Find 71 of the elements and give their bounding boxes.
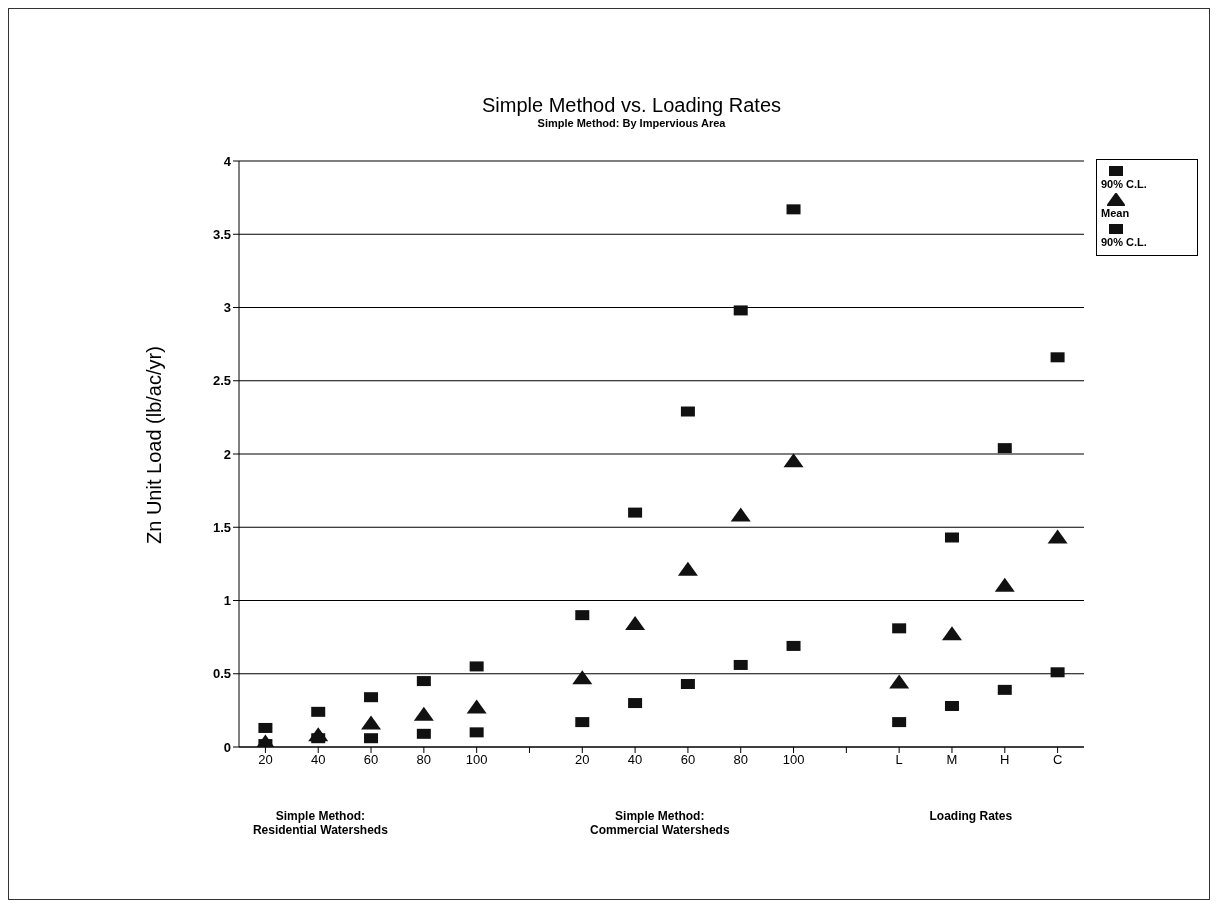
point xyxy=(997,443,1012,454)
y-tick-label: 1.5 xyxy=(212,519,231,535)
y-tick-label: 0.5 xyxy=(212,666,231,682)
x-tick-label: 80 xyxy=(416,752,432,768)
point xyxy=(786,204,801,215)
point xyxy=(466,699,487,714)
x-tick-label: C xyxy=(1052,752,1063,768)
legend-label: 90% C.L. xyxy=(1101,236,1148,248)
point xyxy=(361,715,382,730)
point xyxy=(469,661,484,672)
point xyxy=(413,706,434,721)
point xyxy=(677,561,698,576)
text: Simple Method: Commercial Watersheds xyxy=(588,809,731,837)
point xyxy=(1050,352,1065,363)
point xyxy=(575,610,590,621)
point xyxy=(469,727,484,738)
point xyxy=(892,623,907,634)
point xyxy=(783,453,804,468)
x-tick-label: 60 xyxy=(680,752,696,768)
legend-label: 90% C.L. xyxy=(1101,178,1148,190)
point xyxy=(1047,529,1068,544)
x-tick-label: 100 xyxy=(465,752,488,768)
legend-label: Mean xyxy=(1101,207,1131,219)
x-tick-label: H xyxy=(1000,752,1010,768)
text: Loading Rates xyxy=(928,809,1014,823)
point xyxy=(733,305,748,316)
point xyxy=(575,717,590,728)
x-tick-label: 40 xyxy=(627,752,643,768)
point xyxy=(680,406,695,417)
point xyxy=(258,722,273,733)
x-tick-label: 60 xyxy=(363,752,379,768)
x-tick-label: L xyxy=(895,752,903,768)
point xyxy=(730,507,751,522)
point xyxy=(944,532,959,543)
x-tick-label: 100 xyxy=(782,752,805,768)
point xyxy=(941,626,962,641)
y-tick-label: 3.5 xyxy=(212,226,231,242)
point xyxy=(994,577,1015,592)
point xyxy=(625,615,646,630)
point xyxy=(416,728,431,739)
x-tick-label: 40 xyxy=(310,752,326,768)
y-tick-label: 0 xyxy=(223,739,231,755)
point xyxy=(416,676,431,687)
point xyxy=(364,733,379,744)
chart-title: Simple Method vs. Loading Rates xyxy=(480,94,783,117)
point xyxy=(892,717,907,728)
point xyxy=(364,692,379,703)
y-tick-label: 1 xyxy=(223,593,231,609)
x-tick-label: 80 xyxy=(733,752,748,768)
point xyxy=(308,727,329,742)
y-tick-label: 3 xyxy=(223,300,231,316)
x-tick-label: M xyxy=(946,752,958,768)
point xyxy=(572,670,593,685)
point xyxy=(944,700,959,711)
point xyxy=(628,698,643,709)
x-tick-label: 20 xyxy=(575,752,590,768)
point xyxy=(311,706,326,717)
point xyxy=(628,507,643,518)
x-tick-label: 20 xyxy=(258,752,273,768)
y-tick-label: 2.5 xyxy=(212,373,231,389)
point xyxy=(786,640,801,651)
point xyxy=(1050,667,1065,678)
point xyxy=(997,684,1012,695)
y-tick-label: 4 xyxy=(223,153,232,169)
y-axis-title: Zn Unit Load (lb/ac/yr) xyxy=(143,346,166,544)
text: Simple Method: Residential Watersheds xyxy=(251,809,389,837)
point xyxy=(733,659,748,670)
chart-subtitle: Simple Method: By Impervious Area xyxy=(536,117,727,129)
y-tick-label: 2 xyxy=(223,446,231,462)
point xyxy=(889,674,910,689)
point xyxy=(680,679,695,690)
